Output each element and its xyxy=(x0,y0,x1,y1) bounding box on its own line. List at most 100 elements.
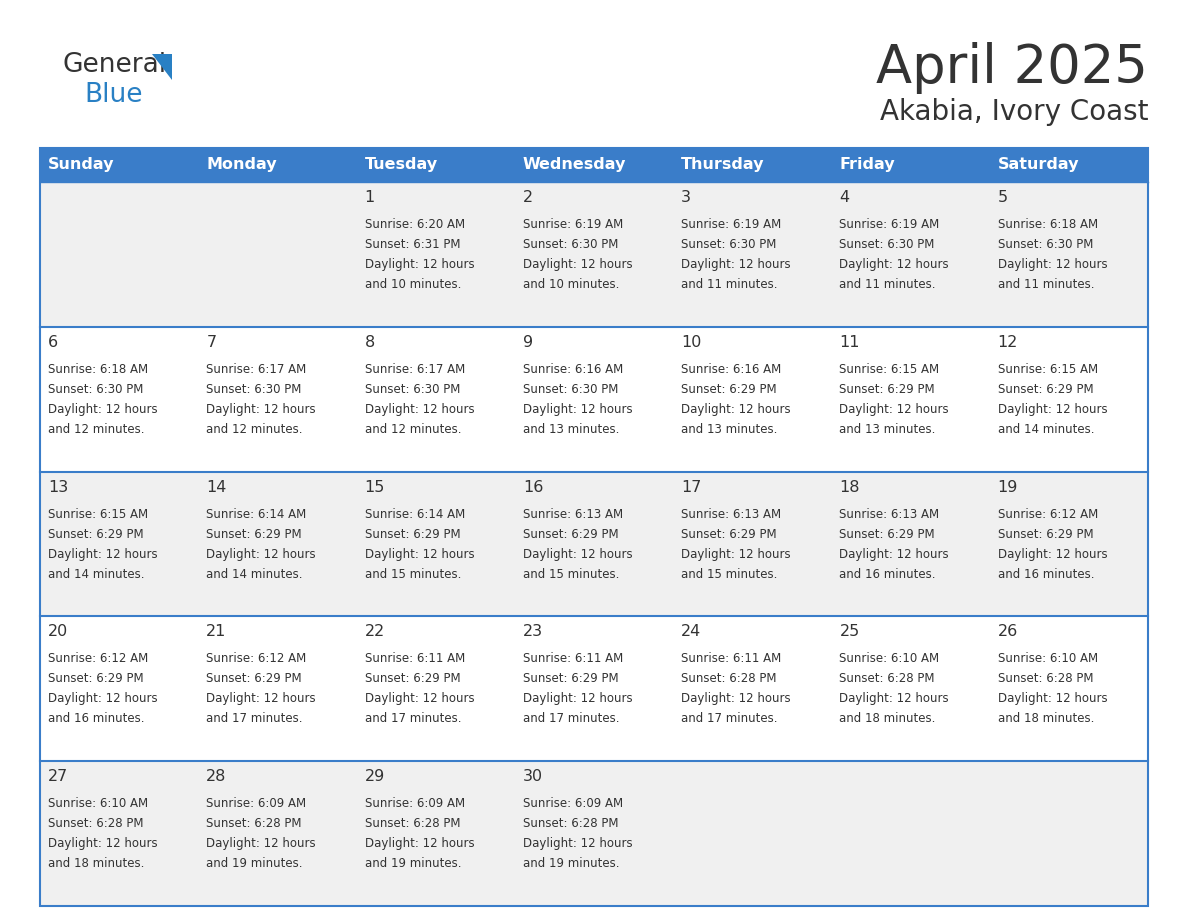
Text: Sunrise: 6:13 AM: Sunrise: 6:13 AM xyxy=(681,508,782,521)
Text: Sunset: 6:29 PM: Sunset: 6:29 PM xyxy=(840,528,935,541)
Text: Sunrise: 6:16 AM: Sunrise: 6:16 AM xyxy=(681,363,782,375)
Text: Sunrise: 6:16 AM: Sunrise: 6:16 AM xyxy=(523,363,624,375)
Text: and 18 minutes.: and 18 minutes. xyxy=(998,712,1094,725)
Text: and 15 minutes.: and 15 minutes. xyxy=(681,567,777,580)
Bar xyxy=(40,761,1148,906)
Text: 20: 20 xyxy=(48,624,68,640)
Text: Sunset: 6:28 PM: Sunset: 6:28 PM xyxy=(365,817,460,830)
Text: and 16 minutes.: and 16 minutes. xyxy=(840,567,936,580)
Text: 4: 4 xyxy=(840,190,849,205)
Text: Daylight: 12 hours: Daylight: 12 hours xyxy=(523,692,632,705)
Text: Sunrise: 6:18 AM: Sunrise: 6:18 AM xyxy=(998,218,1098,231)
Text: and 15 minutes.: and 15 minutes. xyxy=(523,567,619,580)
Text: Friday: Friday xyxy=(840,158,895,173)
Text: Daylight: 12 hours: Daylight: 12 hours xyxy=(681,258,791,271)
Text: and 19 minutes.: and 19 minutes. xyxy=(207,857,303,870)
Text: 1: 1 xyxy=(365,190,375,205)
Text: 2: 2 xyxy=(523,190,533,205)
Text: Sunrise: 6:09 AM: Sunrise: 6:09 AM xyxy=(207,797,307,811)
Text: Sunrise: 6:12 AM: Sunrise: 6:12 AM xyxy=(998,508,1098,521)
Text: and 16 minutes.: and 16 minutes. xyxy=(48,712,145,725)
Text: and 13 minutes.: and 13 minutes. xyxy=(523,423,619,436)
Text: Sunrise: 6:13 AM: Sunrise: 6:13 AM xyxy=(523,508,623,521)
Text: and 17 minutes.: and 17 minutes. xyxy=(365,712,461,725)
Text: and 12 minutes.: and 12 minutes. xyxy=(207,423,303,436)
Text: 3: 3 xyxy=(681,190,691,205)
Text: 11: 11 xyxy=(840,335,860,350)
Text: Sunset: 6:29 PM: Sunset: 6:29 PM xyxy=(207,672,302,686)
Text: and 12 minutes.: and 12 minutes. xyxy=(48,423,145,436)
Bar xyxy=(40,327,1148,472)
Text: Sunrise: 6:14 AM: Sunrise: 6:14 AM xyxy=(365,508,465,521)
Text: Daylight: 12 hours: Daylight: 12 hours xyxy=(998,258,1107,271)
Bar xyxy=(40,148,1148,182)
Text: Sunrise: 6:17 AM: Sunrise: 6:17 AM xyxy=(365,363,465,375)
Bar xyxy=(40,148,1148,906)
Text: Sunrise: 6:09 AM: Sunrise: 6:09 AM xyxy=(365,797,465,811)
Text: Sunrise: 6:10 AM: Sunrise: 6:10 AM xyxy=(998,653,1098,666)
Text: Daylight: 12 hours: Daylight: 12 hours xyxy=(840,403,949,416)
Text: Sunset: 6:29 PM: Sunset: 6:29 PM xyxy=(523,528,619,541)
Text: Daylight: 12 hours: Daylight: 12 hours xyxy=(365,258,474,271)
Text: Sunset: 6:30 PM: Sunset: 6:30 PM xyxy=(365,383,460,396)
Text: and 13 minutes.: and 13 minutes. xyxy=(840,423,936,436)
Text: Daylight: 12 hours: Daylight: 12 hours xyxy=(523,837,632,850)
Text: Sunset: 6:29 PM: Sunset: 6:29 PM xyxy=(681,383,777,396)
Text: 15: 15 xyxy=(365,479,385,495)
Text: Sunset: 6:28 PM: Sunset: 6:28 PM xyxy=(207,817,302,830)
Text: Daylight: 12 hours: Daylight: 12 hours xyxy=(48,548,158,561)
Text: Daylight: 12 hours: Daylight: 12 hours xyxy=(998,692,1107,705)
Text: and 17 minutes.: and 17 minutes. xyxy=(681,712,778,725)
Text: and 10 minutes.: and 10 minutes. xyxy=(365,278,461,291)
Text: 8: 8 xyxy=(365,335,375,350)
Text: Sunset: 6:31 PM: Sunset: 6:31 PM xyxy=(365,238,460,251)
Text: Sunrise: 6:15 AM: Sunrise: 6:15 AM xyxy=(998,363,1098,375)
Text: and 19 minutes.: and 19 minutes. xyxy=(523,857,619,870)
Text: Sunrise: 6:11 AM: Sunrise: 6:11 AM xyxy=(681,653,782,666)
Text: 14: 14 xyxy=(207,479,227,495)
Text: Sunrise: 6:10 AM: Sunrise: 6:10 AM xyxy=(840,653,940,666)
Text: Sunset: 6:29 PM: Sunset: 6:29 PM xyxy=(998,528,1093,541)
Text: Daylight: 12 hours: Daylight: 12 hours xyxy=(207,837,316,850)
Text: and 10 minutes.: and 10 minutes. xyxy=(523,278,619,291)
Text: Sunset: 6:30 PM: Sunset: 6:30 PM xyxy=(523,238,618,251)
Text: 6: 6 xyxy=(48,335,58,350)
Text: Sunset: 6:30 PM: Sunset: 6:30 PM xyxy=(681,238,777,251)
Text: Monday: Monday xyxy=(207,158,277,173)
Text: Sunset: 6:29 PM: Sunset: 6:29 PM xyxy=(998,383,1093,396)
Text: Sunset: 6:28 PM: Sunset: 6:28 PM xyxy=(48,817,144,830)
Text: and 15 minutes.: and 15 minutes. xyxy=(365,567,461,580)
Text: Daylight: 12 hours: Daylight: 12 hours xyxy=(207,548,316,561)
Text: 25: 25 xyxy=(840,624,860,640)
Text: Sunset: 6:29 PM: Sunset: 6:29 PM xyxy=(681,528,777,541)
Text: April 2025: April 2025 xyxy=(876,42,1148,94)
Text: and 14 minutes.: and 14 minutes. xyxy=(207,567,303,580)
Text: Sunset: 6:30 PM: Sunset: 6:30 PM xyxy=(840,238,935,251)
Text: and 11 minutes.: and 11 minutes. xyxy=(840,278,936,291)
Text: 19: 19 xyxy=(998,479,1018,495)
Text: Wednesday: Wednesday xyxy=(523,158,626,173)
Text: Saturday: Saturday xyxy=(998,158,1079,173)
Text: Tuesday: Tuesday xyxy=(365,158,437,173)
Text: Daylight: 12 hours: Daylight: 12 hours xyxy=(365,548,474,561)
Text: Sunrise: 6:10 AM: Sunrise: 6:10 AM xyxy=(48,797,148,811)
Text: Daylight: 12 hours: Daylight: 12 hours xyxy=(365,837,474,850)
Text: Daylight: 12 hours: Daylight: 12 hours xyxy=(523,403,632,416)
Text: Daylight: 12 hours: Daylight: 12 hours xyxy=(48,837,158,850)
Text: Daylight: 12 hours: Daylight: 12 hours xyxy=(523,258,632,271)
Text: Daylight: 12 hours: Daylight: 12 hours xyxy=(681,403,791,416)
Text: Daylight: 12 hours: Daylight: 12 hours xyxy=(840,548,949,561)
Text: Sunrise: 6:14 AM: Sunrise: 6:14 AM xyxy=(207,508,307,521)
Text: Daylight: 12 hours: Daylight: 12 hours xyxy=(840,692,949,705)
Text: Sunset: 6:29 PM: Sunset: 6:29 PM xyxy=(365,528,460,541)
Text: Sunrise: 6:11 AM: Sunrise: 6:11 AM xyxy=(365,653,465,666)
Text: Sunrise: 6:19 AM: Sunrise: 6:19 AM xyxy=(523,218,624,231)
Text: Sunset: 6:30 PM: Sunset: 6:30 PM xyxy=(207,383,302,396)
Text: and 14 minutes.: and 14 minutes. xyxy=(998,423,1094,436)
Text: Sunset: 6:29 PM: Sunset: 6:29 PM xyxy=(48,672,144,686)
Text: Sunset: 6:29 PM: Sunset: 6:29 PM xyxy=(840,383,935,396)
Text: Sunrise: 6:17 AM: Sunrise: 6:17 AM xyxy=(207,363,307,375)
Text: Sunset: 6:29 PM: Sunset: 6:29 PM xyxy=(48,528,144,541)
Text: General: General xyxy=(62,52,166,78)
Text: 10: 10 xyxy=(681,335,702,350)
